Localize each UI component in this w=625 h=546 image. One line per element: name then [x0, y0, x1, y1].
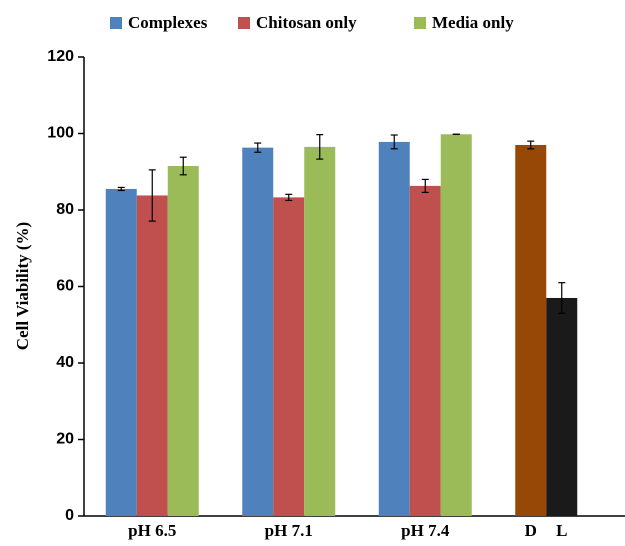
bar — [304, 146, 336, 516]
x-tick-label: D — [525, 521, 537, 540]
legend-label: Complexes — [128, 13, 208, 32]
legend-swatch — [110, 17, 122, 29]
error-bar — [421, 178, 429, 194]
legend-label: Media only — [432, 13, 514, 32]
bar — [273, 197, 305, 516]
legend-swatch — [238, 17, 250, 29]
legend-label: Chitosan only — [256, 13, 357, 32]
y-tick-label: 40 — [56, 354, 74, 371]
y-tick-label: 0 — [65, 507, 74, 524]
y-tick-label: 20 — [56, 431, 74, 448]
error-bar — [316, 134, 324, 160]
error-bar — [148, 169, 156, 222]
x-tick-label: L — [556, 521, 567, 540]
bar — [409, 185, 441, 516]
x-tick-label: pH 6.5 — [128, 521, 176, 540]
bar — [440, 134, 472, 516]
error-bar — [117, 186, 125, 192]
bar — [515, 144, 547, 516]
error-bar — [527, 140, 535, 150]
y-tick-label: 100 — [47, 125, 74, 142]
y-axis-label: Cell Viability (%) — [13, 222, 32, 350]
error-bar — [390, 134, 398, 150]
bar — [242, 147, 274, 516]
bar — [105, 188, 137, 516]
bar — [136, 195, 168, 516]
bar — [167, 166, 199, 516]
y-tick-label: 120 — [47, 48, 74, 65]
error-bar — [558, 282, 566, 314]
error-bar — [179, 156, 187, 176]
bar — [546, 297, 578, 516]
x-tick-label: pH 7.4 — [401, 521, 450, 540]
bar — [378, 141, 410, 517]
error-bar — [285, 193, 293, 202]
x-tick-label: pH 7.1 — [265, 521, 313, 540]
error-bar — [254, 142, 262, 153]
y-tick-label: 60 — [56, 278, 74, 295]
legend-swatch — [414, 17, 426, 29]
y-tick-label: 80 — [56, 201, 74, 218]
